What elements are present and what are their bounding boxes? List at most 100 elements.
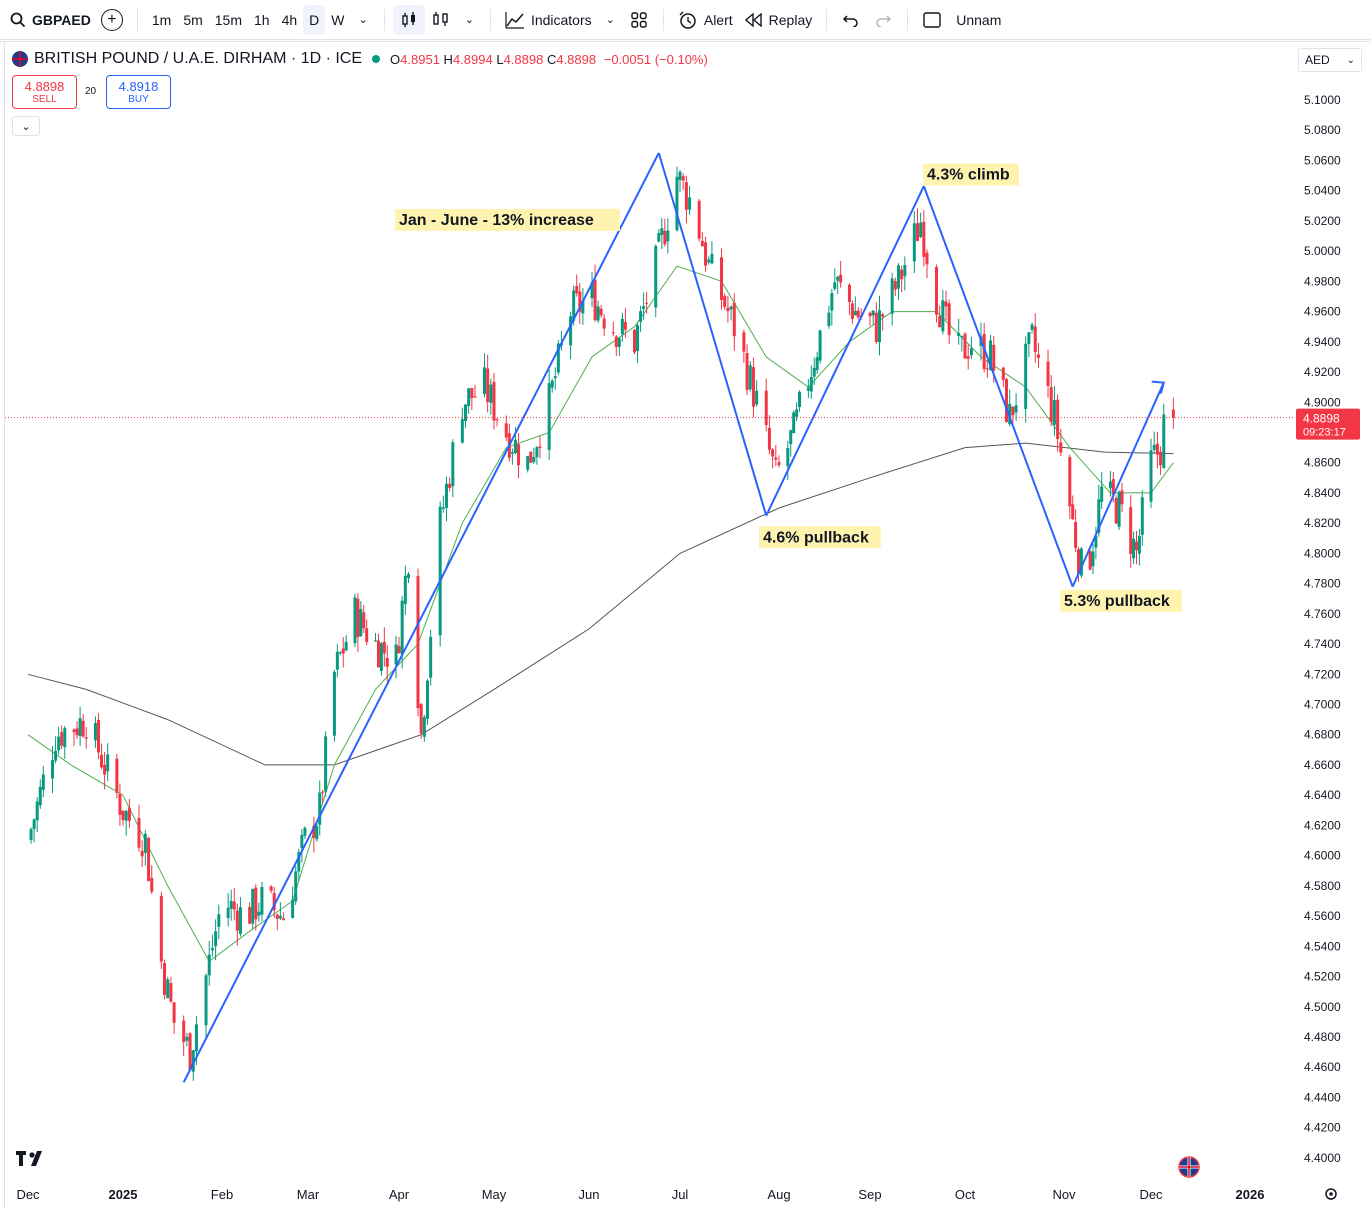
time-axis-tick-label: Mar — [297, 1187, 320, 1202]
candle-body — [839, 274, 843, 283]
currency-select[interactable]: AED ⌄ — [1298, 48, 1362, 72]
candles-layer — [29, 166, 1175, 1081]
candle-body — [257, 911, 261, 916]
candle-body — [416, 576, 420, 709]
candle-body — [353, 597, 357, 644]
candle-body — [989, 340, 993, 370]
candle-body — [900, 269, 904, 280]
candle-body — [429, 636, 433, 678]
candle-body — [376, 640, 380, 668]
candle-body — [426, 680, 429, 719]
price-axis-tick-label: 5.0000 — [1304, 244, 1341, 258]
legend-collapse-button[interactable]: ⌄ — [12, 116, 40, 136]
chart-type-dropdown-chevron-icon[interactable]: ⌄ — [464, 14, 474, 26]
candle-body — [529, 451, 533, 463]
tradingview-logo[interactable] — [16, 1151, 42, 1166]
price-axis-tick-label: 4.7800 — [1304, 577, 1341, 591]
buy-button[interactable]: 4.8918 BUY — [106, 75, 171, 109]
candle-body — [742, 332, 746, 352]
candle-body — [1056, 399, 1060, 440]
price-badge-background — [1296, 408, 1360, 440]
bars-chart-type-button[interactable] — [425, 5, 457, 35]
timeframe-1m[interactable]: 1m — [151, 11, 172, 28]
candle-body — [335, 651, 339, 670]
indicators-dropdown-chevron-icon[interactable]: ⌄ — [605, 14, 615, 26]
candle-body — [185, 1036, 189, 1041]
annotation-highlight — [923, 163, 1019, 186]
candle-body — [871, 310, 875, 316]
candle-body — [379, 643, 383, 671]
search-icon — [10, 12, 26, 27]
timeframe-4h[interactable]: 4h — [281, 11, 298, 28]
candle-body — [874, 312, 878, 343]
candle-body — [684, 182, 688, 210]
sell-button[interactable]: 4.8898 SELL — [12, 75, 77, 109]
candle-body — [467, 388, 471, 407]
candle-body — [893, 280, 897, 290]
candle-body — [786, 448, 790, 466]
candle-body — [532, 456, 536, 463]
candle-body — [806, 387, 810, 391]
axis-settings-gear-icon[interactable] — [1325, 1188, 1337, 1200]
symbol-search-button[interactable]: GBPAED — [10, 5, 91, 35]
candle-body — [338, 652, 342, 654]
candle-body — [957, 333, 961, 336]
redo-button[interactable] — [867, 5, 899, 35]
candle-body — [397, 646, 401, 654]
candle-body — [460, 419, 464, 443]
toolbar-divider — [826, 8, 828, 31]
candle-body — [1120, 490, 1124, 505]
alert-button[interactable]: Alert — [672, 5, 739, 35]
uk-flag-icon[interactable] — [1178, 1156, 1200, 1178]
candle-body — [93, 723, 97, 741]
uk-flag-icon — [12, 51, 28, 67]
timeframe-1h[interactable]: 1h — [254, 11, 270, 28]
layout-name-button[interactable]: Unnam — [916, 5, 1007, 35]
candle-body — [593, 279, 597, 321]
indicators-button[interactable]: Indicators — [499, 5, 598, 35]
candle-body — [254, 887, 258, 920]
price-axis[interactable]: 5.1000 5.0800 5.0600 5.0400 5.0200 5.0000 4.98… — [1304, 93, 1341, 1165]
timeframe-dropdown-chevron-icon[interactable]: ⌄ — [358, 14, 368, 26]
candle-body — [272, 893, 276, 911]
candle-body — [767, 427, 771, 450]
candle-body — [470, 387, 474, 399]
candles-chart-type-button[interactable] — [392, 4, 425, 35]
candle-body — [916, 223, 919, 241]
candle-body — [121, 810, 125, 821]
candle-body — [84, 737, 88, 739]
layouts-button[interactable] — [623, 5, 655, 35]
candle-body — [569, 316, 573, 346]
candle-body — [504, 423, 508, 438]
candle-body — [214, 931, 218, 947]
candle-body — [1071, 504, 1075, 520]
time-axis[interactable]: Dec 2025 Feb Mar Apr May Jun Jul Aug Sep Oct Nov Dec… — [16, 1187, 1264, 1202]
price-axis-tick-label: 4.7400 — [1304, 637, 1341, 651]
candle-body — [275, 914, 279, 919]
candle-body — [78, 718, 82, 737]
price-axis-tick-label: 4.6800 — [1304, 728, 1341, 742]
timeframe-5m[interactable]: 5m — [183, 11, 203, 28]
toolbar-divider — [383, 8, 385, 31]
timeframe-15m[interactable]: 15m — [214, 11, 242, 28]
undo-button[interactable] — [835, 5, 867, 35]
candle-body — [856, 310, 860, 318]
candle-body — [483, 367, 486, 394]
candle-body — [1162, 414, 1166, 469]
replay-button[interactable]: Replay — [739, 5, 819, 35]
timeframe-w[interactable]: W — [331, 11, 345, 28]
compare-symbol-button[interactable]: + — [100, 8, 123, 31]
price-axis-tick-label: 4.4400 — [1304, 1090, 1341, 1104]
candle-body — [553, 376, 557, 379]
candle-body — [41, 774, 45, 790]
price-axis-tick-label: 4.9600 — [1304, 305, 1341, 319]
candle-body — [159, 895, 163, 962]
candle-body — [72, 729, 76, 732]
candle-body — [182, 1020, 186, 1043]
candle-body — [1111, 479, 1115, 495]
candle-body — [229, 900, 233, 909]
timeframe-d[interactable]: D — [303, 4, 326, 35]
candle-body — [365, 628, 369, 642]
candle-body — [118, 793, 122, 815]
